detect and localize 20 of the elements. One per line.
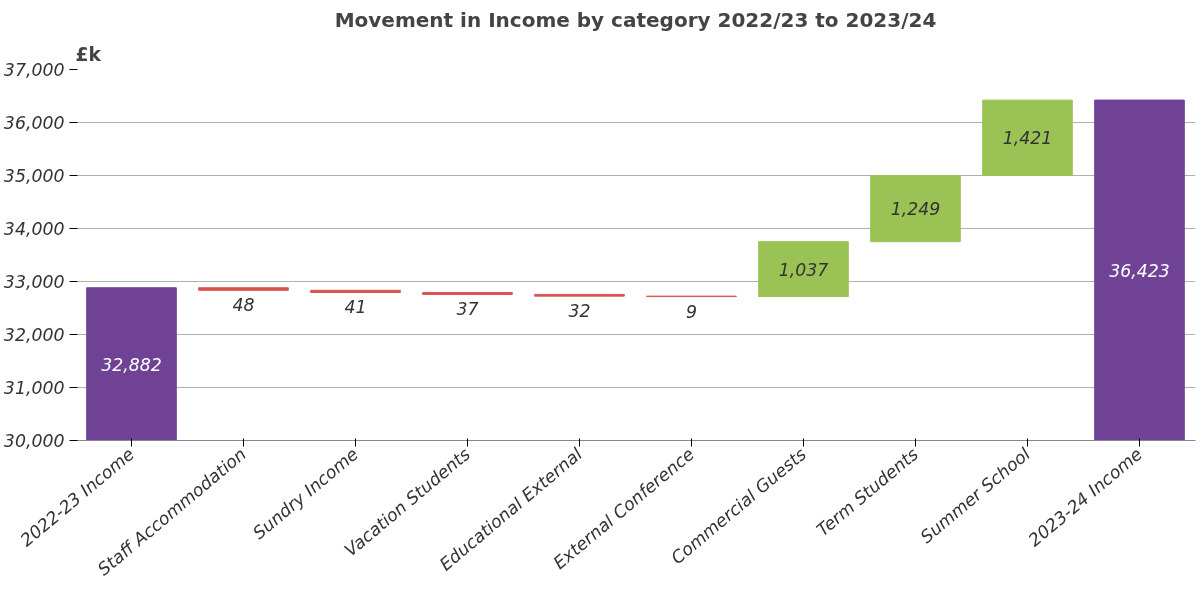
y-tick-label: 36,000 [3,113,65,133]
data-label: 37 [456,299,479,320]
y-tick-label: 30,000 [3,431,65,451]
chart-title: Movement in Income by category 2022/23 to 2023/24 [334,7,937,32]
y-tick-label: 35,000 [3,166,65,186]
y-axis-title: £k [75,43,102,65]
y-tick-label: 32,000 [3,325,65,345]
data-label: 1,249 [890,199,941,220]
data-label: 32,882 [101,354,162,375]
data-label: 9 [685,301,698,322]
data-label: 1,037 [778,259,829,280]
data-label: 48 [232,295,255,316]
data-label: 41 [344,297,367,318]
y-tick-label: 37,000 [3,60,65,80]
data-label: 36,423 [1109,260,1170,281]
y-tick-label: 31,000 [3,378,65,398]
y-tick-label: 34,000 [3,219,65,239]
data-label: 32 [568,301,591,322]
data-label: 1,421 [1002,128,1053,149]
y-tick-label: 33,000 [3,272,65,292]
